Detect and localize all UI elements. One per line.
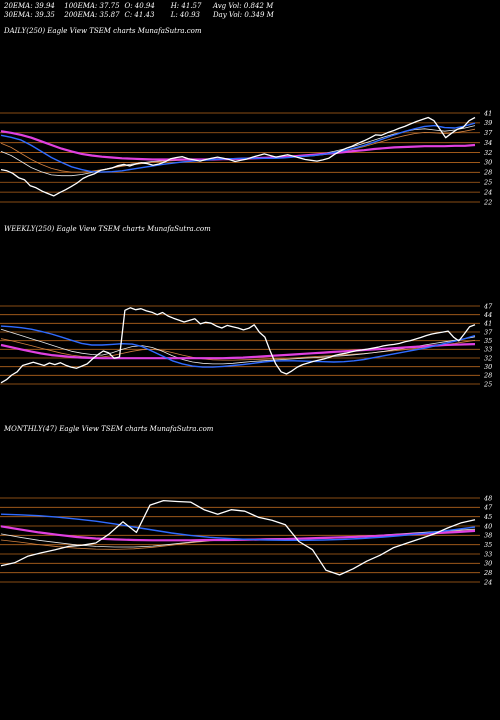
y-tick-label: 25 [483, 380, 492, 388]
ema100-value: 100EMA: 37.75 [64, 2, 120, 10]
y-tick-label: 39 [484, 119, 492, 127]
y-tick-label: 30 [484, 363, 492, 371]
daily-panel: DAILY(250) Eagle View TSEM charts Munafa… [0, 26, 500, 206]
y-tick-label: 28 [483, 372, 492, 380]
price-line [0, 116, 476, 197]
high-value: H: 41.57 [170, 2, 202, 10]
daily-chart-title: DAILY(250) Eagle View TSEM charts Munafa… [4, 27, 202, 35]
y-tick-label: 25 [483, 179, 492, 187]
price-line [0, 499, 476, 576]
y-tick-label: 32 [484, 354, 492, 362]
ema30-value: 30EMA: 39.35 [4, 11, 55, 19]
low-value: L: 40.93 [170, 11, 200, 19]
close-value: C: 41.43 [124, 11, 155, 19]
y-tick-label: 30 [484, 560, 492, 568]
y-tick-label: 47 [483, 302, 493, 310]
y-tick-label: 33 [484, 346, 492, 354]
ema-light-line [0, 328, 476, 365]
y-tick-label: 30 [484, 159, 492, 167]
y-tick-label: 47 [483, 504, 493, 512]
y-tick-label: 45 [483, 513, 492, 521]
stats-row-2: 30EMA: 39.35 200EMA: 35.87 C: 41.43 L: 4… [4, 11, 474, 20]
open-value: O: 40.94 [124, 2, 155, 10]
weekly-chart-title: WEEKLY(250) Eagle View TSEM charts Munaf… [4, 225, 211, 233]
y-tick-label: 41 [483, 320, 492, 328]
day-vol-value: Day Vol: 0.349 M [212, 11, 274, 19]
y-tick-label: 48 [483, 494, 492, 502]
ema-blue-line [0, 513, 476, 542]
y-tick-label: 37 [484, 328, 493, 336]
ema-blue-line [0, 325, 476, 368]
ema200-value: 200EMA: 35.87 [64, 11, 120, 19]
y-tick-label: 37 [484, 129, 493, 137]
y-tick-label: 34 [484, 139, 492, 147]
y-tick-label: 40 [483, 522, 492, 530]
y-tick-label: 33 [484, 550, 492, 558]
y-tick-label: 24 [483, 578, 492, 586]
y-tick-label: 38 [484, 532, 492, 540]
stats-header: 20EMA: 39.94 100EMA: 37.75 O: 40.94 H: 4… [4, 2, 474, 20]
ema20-value: 20EMA: 39.94 [4, 2, 55, 10]
weekly-panel: WEEKLY(250) Eagle View TSEM charts Munaf… [0, 224, 500, 424]
ema-blue-line [0, 122, 476, 173]
y-tick-label: 44 [483, 311, 492, 319]
price-line [0, 307, 476, 384]
y-tick-label: 28 [483, 169, 492, 177]
y-tick-label: 28 [483, 569, 492, 577]
ema-magenta-line [0, 343, 476, 360]
stats-row-1: 20EMA: 39.94 100EMA: 37.75 O: 40.94 H: 4… [4, 2, 474, 11]
avg-vol-value: Avg Vol: 0.842 M [212, 2, 274, 10]
y-tick-label: 24 [483, 188, 492, 196]
ema-magenta-line [0, 525, 476, 542]
y-tick-label: 35 [484, 541, 492, 549]
y-tick-label: 22 [483, 198, 492, 206]
y-tick-label: 32 [484, 149, 492, 157]
y-tick-label: 35 [484, 337, 492, 345]
ema-orange-line [0, 338, 476, 361]
monthly-panel: MONTHLY(47) Eagle View TSEM charts Munaf… [0, 424, 500, 604]
monthly-chart-title: MONTHLY(47) Eagle View TSEM charts Munaf… [4, 425, 214, 433]
y-tick-label: 41 [483, 109, 492, 117]
